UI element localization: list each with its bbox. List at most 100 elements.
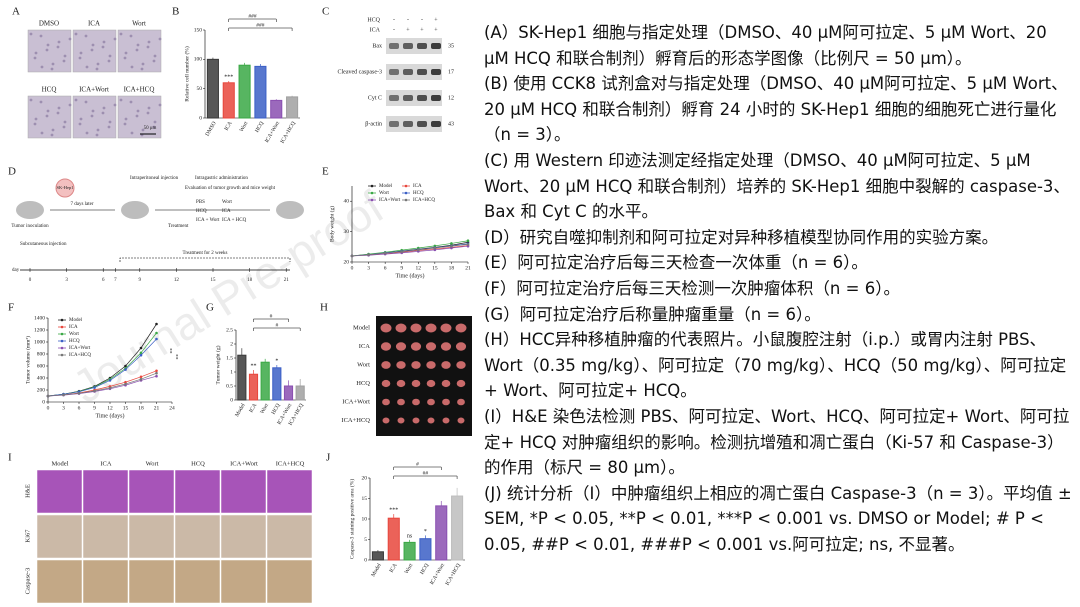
tumor [410,323,422,333]
cell [158,103,162,107]
legend-label: ICA+HCQ [413,198,435,203]
line [351,245,469,257]
histology [82,514,129,559]
cell [153,120,157,124]
point [108,379,112,382]
y-tick-label: 15 [362,496,368,502]
sign: - [393,17,395,23]
bar [286,96,299,119]
column-label: ICA+Wort [230,460,258,467]
cell [34,117,38,121]
point [416,248,420,252]
point [450,246,453,250]
sign: + [434,17,438,23]
cell [135,48,139,52]
cell [141,62,145,66]
tumor [441,379,451,388]
cell [153,54,157,58]
cell [90,48,94,52]
legend-label: HCQ [69,339,80,344]
histology [220,559,267,604]
bar [419,538,432,561]
point [93,386,96,389]
legend-marker [60,318,64,322]
cell [140,67,144,71]
cell [96,128,100,132]
cell [50,133,54,137]
point [93,389,96,393]
band [403,43,413,49]
x-tick-label: 21 [465,265,471,271]
cell [129,34,133,38]
caption-paragraph: (A）SK-Hep1 细胞与指定处理（DMSO、40 μM阿可拉定、5 μM W… [484,23,1047,68]
bar [387,517,400,561]
x-tick-label: 6 [384,265,387,271]
blot [386,64,442,80]
kda-label: 12 [448,95,454,101]
y-tick-label: 100 [194,57,203,63]
point [139,351,143,355]
bar [206,58,219,119]
x-tick-label: HCQ [419,563,430,576]
cell [130,131,134,135]
caption: (A）SK-Hep1 细胞与指定处理（DMSO、40 μM阿可拉定、5 μM W… [484,20,1072,557]
point [155,371,158,375]
cell [79,51,83,55]
blot [386,38,442,54]
cell [91,43,95,47]
cell [135,114,139,118]
y-tick-label: 0 [42,399,45,405]
legend-marker [370,184,374,188]
legend-label: ICA [413,184,422,189]
band [417,121,427,127]
y-tick-label: 20 [362,475,368,481]
y-axis-label: Tumor weight (g) [214,345,221,384]
cell [33,122,37,126]
band [417,95,427,101]
y-tick-label: 5 [364,537,367,543]
group-label: Wort [222,200,232,205]
significance: ** [167,348,173,354]
histology [174,469,221,514]
band [431,121,441,127]
band [431,43,441,49]
kda-label: 43 [448,121,454,127]
point [350,254,354,258]
bracket [253,318,289,322]
x-tick-label: 12 [416,265,422,271]
histology [36,514,83,559]
cell [108,120,112,124]
panel-label: J [326,452,331,464]
cell [63,54,67,58]
step-label: Tumor inoculation [11,224,49,229]
legend-label: Intragastric administration [195,176,248,181]
band [403,95,413,101]
y-tick-label: 0 [364,557,367,563]
caption-paragraph: (C) 用 Western 印迹法测定经指定处理（DMSO、40 μM阿可拉定、… [484,150,1070,222]
tumor [425,342,437,351]
legend-label: ICA+Wort [69,346,91,351]
x-tick-label: 3 [62,405,65,411]
point [400,250,404,253]
tumor [457,398,465,406]
cell [45,114,49,118]
panel-label: A [12,6,20,18]
y-tick-label: 1 [230,369,233,375]
caption-paragraph: (J) 统计分析（I）中肿瘤组织上相应的凋亡蛋白 Caspase-3（n = 3… [484,483,1072,554]
point [124,382,127,386]
band [389,43,399,49]
panel-label: H [320,302,328,314]
point [155,374,158,378]
band [389,95,399,101]
point [155,369,158,373]
x-tick-label: 9 [93,405,96,411]
tumor [397,417,405,424]
cell [51,128,55,132]
band-label: Bax [372,43,382,49]
y-axis-label: Caspase-3 staining positive area (%) [348,479,355,560]
y-axis-label: Tumor volume (mm³) [24,336,31,384]
y-tick-label: 1000 [34,339,45,345]
bracket [393,475,458,479]
cell [90,114,94,118]
